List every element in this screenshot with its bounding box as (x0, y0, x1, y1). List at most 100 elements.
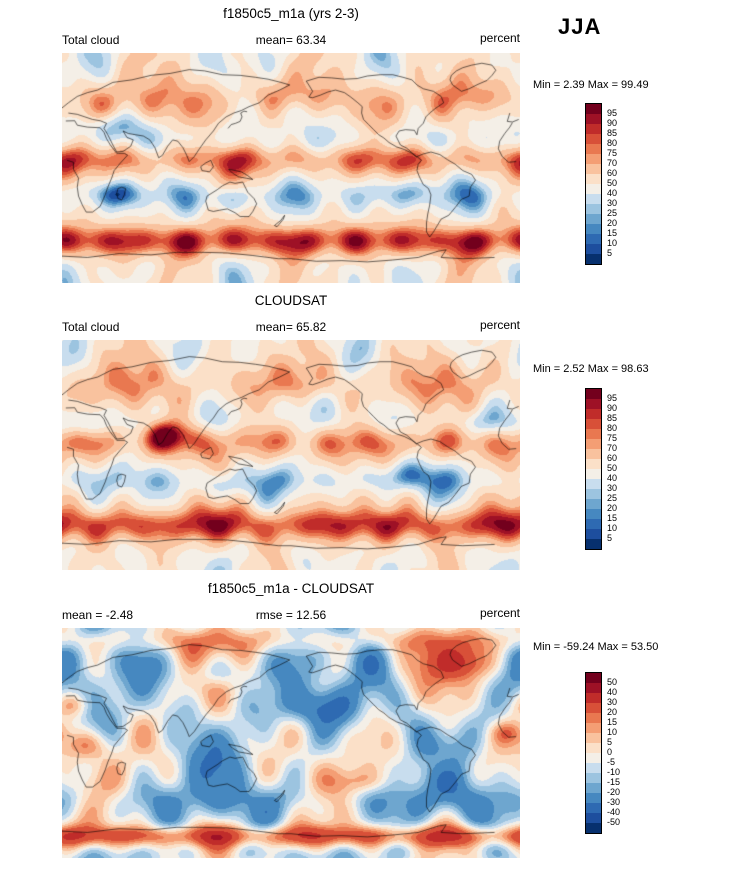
colorbar-tick-label: 15 (607, 228, 618, 238)
colorbar-cell (586, 813, 601, 823)
colorbar-cell (586, 104, 601, 114)
colorbar-cell (586, 439, 601, 449)
colorbar-cell (586, 539, 601, 549)
panel-stats-row: mean = -2.48 rmse = 12.56 percent (62, 606, 520, 624)
colorbar-cell (586, 399, 601, 409)
colorbar-tick-label: 5 (607, 737, 613, 747)
colorbar-cell (586, 144, 601, 154)
colorbar-cell (586, 743, 601, 753)
colorbar-tick-label: 60 (607, 453, 618, 463)
colorbar-tick-label: -20 (607, 787, 621, 797)
variable-label: Total cloud (62, 33, 120, 47)
colorbar-cell (586, 224, 601, 234)
colorbar-tick-label: 60 (607, 168, 618, 178)
colorbar-tick-label: 40 (607, 687, 618, 697)
panel-diff: f1850c5_m1a - CLOUDSAT mean = -2.48 rmse… (0, 575, 733, 865)
units-label: percent (479, 31, 520, 45)
panel-stats-row: Total cloud mean= 63.34 percent (62, 31, 520, 49)
colorbar-cell (586, 254, 601, 264)
colorbar-cell (586, 214, 601, 224)
mean-stat: mean = -2.48 (62, 608, 134, 622)
panel-title: CLOUDSAT (254, 293, 328, 308)
colorbar-cell (586, 469, 601, 479)
map-canvas-obs (62, 340, 520, 570)
colorbar-cell (586, 164, 601, 174)
colorbar-obs: 95 90 85 80 75 70 60 50 40 30 25 20 15 10 5 (585, 388, 645, 558)
colorbar-cell (586, 194, 601, 204)
map-canvas-model (62, 53, 520, 283)
colorbar-tick-label: 95 (607, 393, 618, 403)
colorbar-tick-label: 15 (607, 513, 618, 523)
colorbar-cell (586, 723, 601, 733)
colorbar-tick-label: 10 (607, 523, 618, 533)
panel-stats-row: Total cloud mean= 65.82 percent (62, 318, 520, 336)
minmax-label: Min = 2.52 Max = 98.63 (533, 363, 649, 375)
colorbar-tick-label: 50 (607, 677, 618, 687)
mean-stat: mean= 63.34 (255, 33, 327, 47)
colorbar-tick-label: 50 (607, 463, 618, 473)
colorbar-cell (586, 693, 601, 703)
colorbar-tick-label: 25 (607, 493, 618, 503)
season-label: JJA (558, 14, 602, 39)
colorbar-cell (586, 733, 601, 743)
units-label: percent (479, 606, 520, 620)
minmax-label: Min = 2.39 Max = 99.49 (533, 79, 649, 91)
colorbar-tick-label: 5 (607, 248, 613, 258)
colorbar-tick-label: -15 (607, 777, 621, 787)
colorbar-tick-label: -10 (607, 767, 621, 777)
colorbar-tick-label: 20 (607, 218, 618, 228)
colorbar-tick-label: 20 (607, 707, 618, 717)
map-canvas-diff (62, 628, 520, 858)
colorbar-tick-label: 75 (607, 148, 618, 158)
colorbar-cell (586, 234, 601, 244)
colorbar-tick-label: -5 (607, 757, 616, 767)
variable-label: Total cloud (62, 320, 120, 334)
colorbar-cell (586, 429, 601, 439)
colorbar-tick-label: 75 (607, 433, 618, 443)
colorbar-cell (586, 459, 601, 469)
colorbar-cell (586, 174, 601, 184)
colorbar-tick-label: 70 (607, 443, 618, 453)
colorbar-cell (586, 713, 601, 723)
colorbar-cell (586, 673, 601, 683)
colorbar-tick-label: 10 (607, 727, 618, 737)
colorbar-tick-label: -50 (607, 817, 621, 827)
colorbar-cell (586, 114, 601, 124)
colorbar-tick-label: 30 (607, 483, 618, 493)
colorbar-tick-label: 85 (607, 128, 618, 138)
colorbar-cell (586, 793, 601, 803)
colorbar-cell (586, 763, 601, 773)
colorbar-tick-label: -30 (607, 797, 621, 807)
colorbar-tick-label: 50 (607, 178, 618, 188)
colorbar-tick-label: 40 (607, 473, 618, 483)
colorbar-cell (586, 803, 601, 813)
colorbar-model: 95 90 85 80 75 70 60 50 40 30 25 20 15 10 5 (585, 103, 645, 273)
colorbar-cell (586, 703, 601, 713)
colorbar-cell (586, 419, 601, 429)
colorbar-tick-label: 25 (607, 208, 618, 218)
colorbar-cell (586, 519, 601, 529)
colorbar-tick-label: 30 (607, 697, 618, 707)
colorbar-cell (586, 124, 601, 134)
colorbar-cell (586, 529, 601, 539)
colorbar-cell (586, 134, 601, 144)
colorbar-cell (586, 184, 601, 194)
colorbar-cell (586, 683, 601, 693)
colorbar-cell (586, 154, 601, 164)
colorbar-cell (586, 244, 601, 254)
panel-title: f1850c5_m1a (yrs 2-3) (223, 6, 359, 21)
colorbar-tick-label: 90 (607, 118, 618, 128)
colorbar-cell (586, 753, 601, 763)
colorbar-tick-label: 10 (607, 238, 618, 248)
colorbar-tick-label: 0 (607, 747, 613, 757)
colorbar-tick-label: 20 (607, 503, 618, 513)
colorbar-tick-label: 70 (607, 158, 618, 168)
colorbar-cell (586, 499, 601, 509)
colorbar-tick-label: 90 (607, 403, 618, 413)
colorbar-cell (586, 409, 601, 419)
colorbar-cell (586, 204, 601, 214)
colorbar-cell (586, 783, 601, 793)
colorbar-tick-label: 80 (607, 138, 618, 148)
rmse-stat: rmse = 12.56 (255, 608, 327, 622)
